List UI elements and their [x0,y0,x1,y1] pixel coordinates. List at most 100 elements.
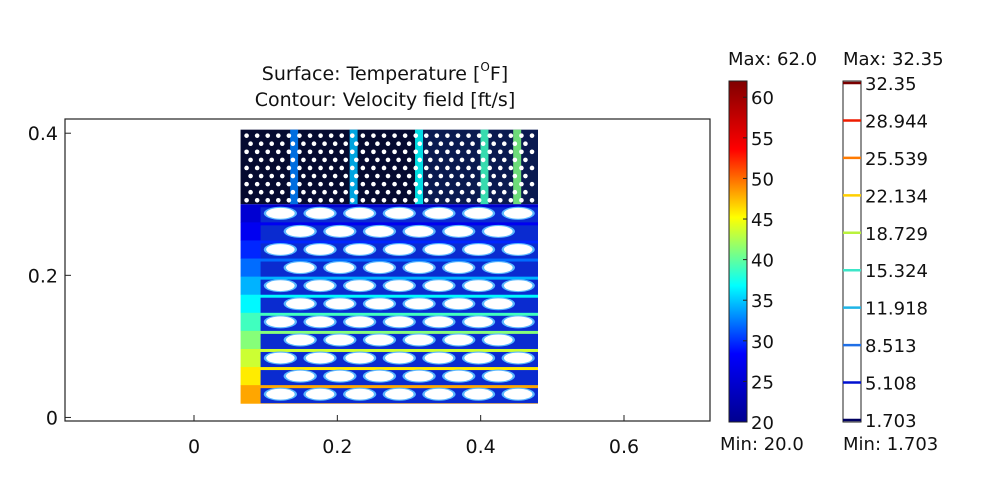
fine-pore [297,133,302,138]
pore [385,388,414,400]
fine-pore [466,165,471,171]
fine-pore [434,181,440,187]
pore [305,316,335,328]
pore [464,352,493,364]
pore [365,334,394,346]
contour-legend-levels: 32.35 28.944 25.539 22.134 18.729 15.324 11.91… [843,74,928,432]
fine-pore [487,181,493,187]
fine-pore [501,141,507,147]
fine-pore [311,141,317,147]
fine-pore [275,149,281,155]
fine-pore [508,133,514,138]
pore [464,280,493,292]
fine-pore [353,157,359,163]
fine-pore [438,141,444,147]
fine-pore [491,173,497,179]
fine-pore [413,181,419,187]
fine-pore [385,157,391,163]
surface-colorbar-tick-label: 40 [751,251,774,272]
pore [484,370,513,382]
pore [345,388,374,400]
fine-pore [512,141,518,147]
pore [464,388,493,400]
fine-pore [396,173,401,179]
fine-pore [269,141,275,147]
pore [325,298,355,310]
fine-pore [466,149,471,155]
pore [365,225,394,237]
fine-pore [508,165,514,171]
y-axis: 0 0.2 0.4 [28,123,71,429]
pore [305,207,335,219]
fine-pore [254,165,260,171]
fine-pore [286,197,292,203]
flow-channel [513,129,522,205]
contour-level-label: 1.703 [865,411,917,432]
fine-pore [258,173,264,179]
fine-pore [375,157,380,163]
fine-pore [459,173,465,179]
fine-pore [491,141,497,147]
fine-pore [445,197,450,203]
pore [404,262,434,274]
y-tick-label: 0.2 [28,265,58,287]
fine-pore [445,149,450,155]
pore [404,334,434,346]
fine-pore [523,157,528,163]
pore [444,262,474,274]
fine-pore [427,157,433,163]
x-tick-label: 0.2 [322,436,352,458]
fine-pore [487,197,493,203]
pore [325,262,355,274]
fine-pore [275,133,281,138]
fine-pore [244,165,249,171]
fine-pore [402,133,408,138]
fine-pore [459,157,465,163]
fine-pore [332,173,338,179]
fine-pore [244,133,249,138]
pore [424,207,454,219]
pore [385,244,414,255]
temperature-surface [240,129,539,404]
pore [424,280,454,292]
fine-pore [519,149,524,155]
pore [266,352,295,364]
pore [503,352,533,364]
fine-pore [269,157,275,163]
fine-pore [290,141,296,147]
fine-pore [423,181,429,187]
y-tick-label: 0.4 [28,123,58,145]
fine-pore [307,181,313,187]
fine-pore [371,149,376,155]
pore [424,352,454,364]
fine-pore [343,157,349,163]
pore [503,388,533,400]
fine-pore [297,165,302,171]
fine-pore [413,165,419,171]
fine-pore [301,189,306,195]
fine-pore [519,133,524,138]
fine-pore [248,173,253,179]
fine-pore [307,149,313,155]
fine-pore [275,165,281,171]
fine-pore [396,141,401,147]
fine-pore [423,133,429,138]
fine-pore [290,189,296,195]
fine-pore [449,141,454,147]
pore [484,262,513,274]
fine-pore [434,197,440,203]
fine-pore [392,149,397,155]
fine-pore [349,133,355,138]
fine-pore [396,189,401,195]
fine-pore [318,133,323,138]
x-tick-label: 0.6 [609,436,639,458]
contour-level-label: 11.918 [865,299,928,320]
fine-pore [476,181,482,187]
surface-colorbar-tick-label: 55 [751,129,774,150]
fine-pore [349,149,355,155]
surface-colorbar-max: Max: 62.0 [728,49,817,70]
pore [345,280,374,292]
fine-pore [265,133,271,138]
pore [365,370,394,382]
